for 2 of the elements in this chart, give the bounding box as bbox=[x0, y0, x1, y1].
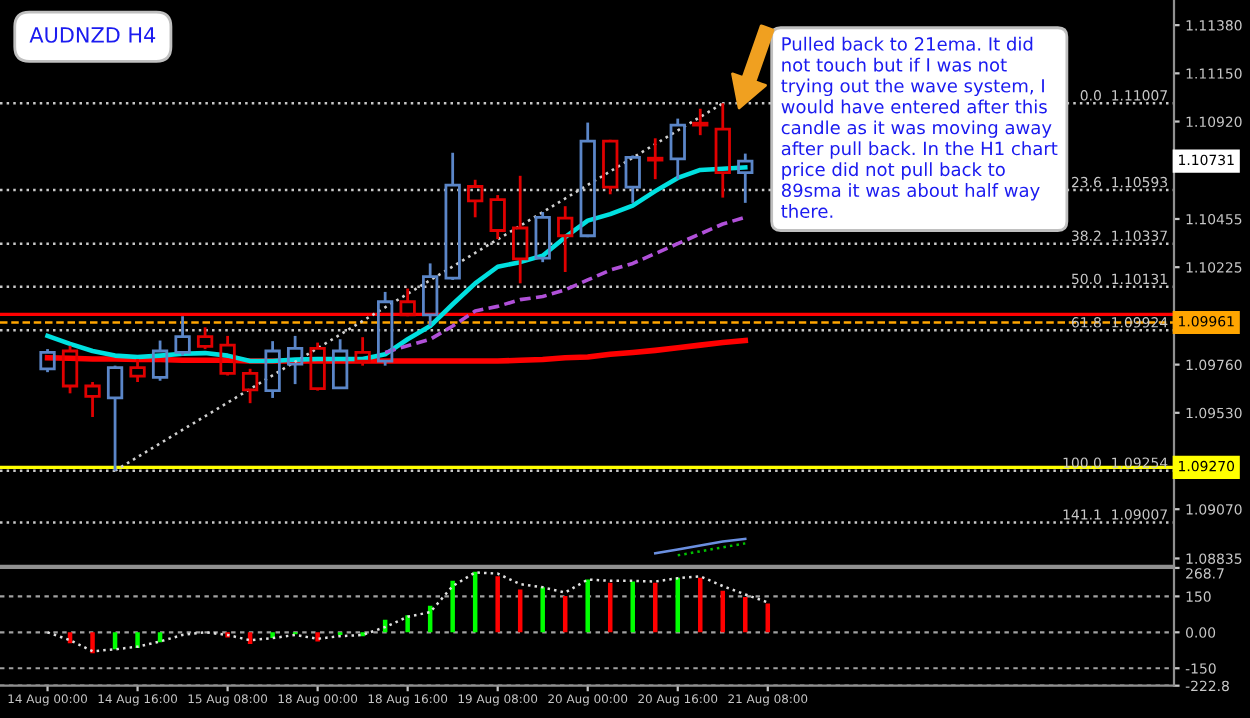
text: Pulled back to 21ema. It did not touch but if I was not trying out the wave system, I would have entered after this candle as it was moving away after pull back. In the H1 chart price did not pull back to 89sma it was about half way there. bbox=[781, 36, 1058, 218]
text: AUDNZD H4 bbox=[29, 27, 156, 43]
